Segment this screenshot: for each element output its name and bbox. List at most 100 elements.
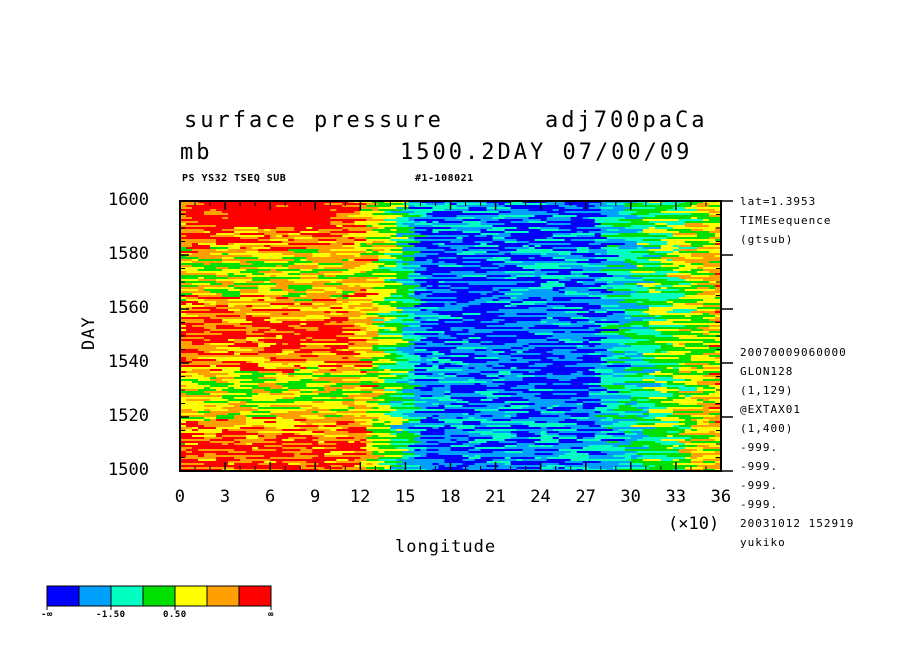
heatmap-cell bbox=[594, 367, 602, 370]
heatmap-cell bbox=[690, 461, 698, 464]
heatmap-cell bbox=[360, 257, 379, 260]
heatmap-cell bbox=[336, 461, 361, 464]
heatmap-cell bbox=[660, 333, 680, 336]
heatmap-cell bbox=[234, 353, 241, 356]
heatmap-cell bbox=[282, 333, 295, 336]
heatmap-cell bbox=[690, 429, 698, 432]
heatmap-cell bbox=[234, 463, 259, 466]
heatmap-cell bbox=[660, 375, 674, 378]
heatmap-cell bbox=[348, 433, 361, 436]
heatmap-cell bbox=[438, 229, 451, 232]
heatmap-cell bbox=[708, 327, 722, 330]
heatmap-cell bbox=[420, 407, 427, 410]
heatmap-cell bbox=[258, 285, 277, 288]
heatmap-cell bbox=[642, 343, 668, 346]
heatmap-cell bbox=[426, 277, 439, 280]
heatmap-cell bbox=[294, 409, 307, 412]
heatmap-cell bbox=[318, 229, 343, 232]
heatmap-cell bbox=[228, 291, 241, 294]
heatmap-cell bbox=[660, 311, 668, 314]
heatmap-cell bbox=[342, 289, 361, 292]
heatmap-cell bbox=[432, 291, 457, 294]
heatmap-cell bbox=[474, 215, 499, 218]
heatmap-cell bbox=[240, 201, 259, 204]
heatmap-cell bbox=[198, 373, 217, 376]
heatmap-cell bbox=[684, 443, 710, 446]
heatmap-cell bbox=[414, 403, 433, 406]
heatmap-cell bbox=[258, 459, 271, 462]
heatmap-cell bbox=[180, 227, 193, 230]
heatmap-cell bbox=[636, 451, 656, 454]
heatmap-cell bbox=[582, 281, 608, 284]
heatmap-cell bbox=[204, 391, 229, 394]
heatmap-cell bbox=[198, 215, 217, 218]
heatmap-cell bbox=[714, 387, 722, 390]
heatmap-cell bbox=[282, 235, 289, 238]
heatmap-cell bbox=[228, 421, 247, 424]
heatmap-cell bbox=[282, 343, 289, 346]
heatmap-cell bbox=[684, 215, 698, 218]
heatmap-cell bbox=[288, 463, 301, 466]
heatmap-cell bbox=[606, 205, 626, 208]
heatmap-cell bbox=[198, 455, 205, 458]
heatmap-cell bbox=[414, 221, 421, 224]
heatmap-cell bbox=[708, 399, 722, 402]
heatmap-cell bbox=[252, 279, 271, 282]
heatmap-cell bbox=[300, 351, 313, 354]
heatmap-cell bbox=[438, 371, 451, 374]
heatmap-cell bbox=[540, 275, 566, 278]
heatmap-cell bbox=[450, 271, 475, 274]
heatmap-cell bbox=[348, 271, 361, 274]
heatmap-cell bbox=[636, 291, 650, 294]
heatmap-cell bbox=[372, 301, 391, 304]
heatmap-cell bbox=[462, 423, 481, 426]
heatmap-cell bbox=[270, 327, 289, 330]
heatmap-cell bbox=[702, 421, 710, 424]
heatmap-cell bbox=[204, 451, 229, 454]
heatmap-cell bbox=[318, 365, 343, 368]
heatmap-cell bbox=[456, 333, 475, 336]
heatmap-cell bbox=[444, 331, 469, 334]
heatmap-cell bbox=[210, 361, 223, 364]
heatmap-cell bbox=[384, 393, 391, 396]
heatmap-cell bbox=[666, 367, 674, 370]
heatmap-cell bbox=[210, 363, 217, 366]
heatmap-cell bbox=[324, 267, 343, 270]
heatmap-cell bbox=[180, 261, 193, 264]
heatmap-cell bbox=[498, 385, 512, 388]
heatmap-cell bbox=[552, 287, 566, 290]
heatmap-cell bbox=[588, 335, 614, 338]
heatmap-cell bbox=[402, 323, 415, 326]
heatmap-cell bbox=[540, 353, 554, 356]
heatmap-cell bbox=[420, 201, 445, 204]
heatmap-cell bbox=[492, 349, 505, 352]
heatmap-cell bbox=[528, 297, 542, 300]
heatmap-cell bbox=[402, 387, 415, 390]
heatmap-cell bbox=[246, 331, 253, 334]
heatmap-cell bbox=[390, 451, 403, 454]
heatmap-cell bbox=[384, 369, 391, 372]
heatmap-cell bbox=[258, 365, 277, 368]
heatmap-cell bbox=[240, 427, 265, 430]
heatmap-cell bbox=[528, 383, 548, 386]
heatmap-cell bbox=[270, 239, 289, 242]
heatmap-cell bbox=[180, 313, 187, 316]
heatmap-cell bbox=[228, 387, 235, 390]
heatmap-cell bbox=[702, 257, 722, 260]
heatmap-cell bbox=[702, 367, 716, 370]
heatmap-cell bbox=[372, 215, 379, 218]
heatmap-cell bbox=[558, 229, 572, 232]
heatmap-cell bbox=[402, 263, 409, 266]
heatmap-cell bbox=[402, 377, 427, 380]
heatmap-cell bbox=[474, 413, 481, 416]
heatmap-cell bbox=[276, 407, 301, 410]
heatmap-cell bbox=[294, 239, 319, 242]
heatmap-cell bbox=[600, 285, 614, 288]
heatmap-cell bbox=[474, 437, 493, 440]
heatmap-cell bbox=[306, 335, 319, 338]
heatmap-cell bbox=[378, 307, 385, 310]
heatmap-cell bbox=[354, 307, 373, 310]
heatmap-cell bbox=[384, 451, 391, 454]
heatmap-cell bbox=[294, 263, 319, 266]
heatmap-cell bbox=[216, 305, 229, 308]
